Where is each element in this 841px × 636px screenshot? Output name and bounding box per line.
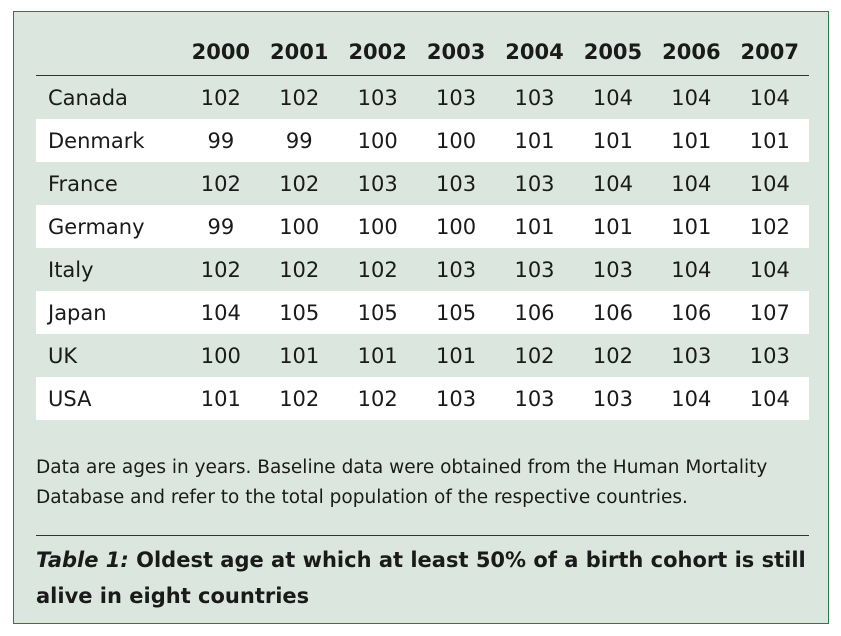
value-cell: 104 [671, 171, 712, 196]
caption-text: Oldest age at which at least 50% of a bi… [36, 548, 806, 608]
table-row: UK 100 101 101 101 102 102 103 103 [36, 334, 809, 377]
value-cell: 102 [279, 171, 320, 196]
value-cell: 106 [495, 291, 574, 334]
value-cell: 100 [260, 205, 339, 248]
value-cell: 101 [436, 343, 477, 368]
table-panel: 2000 2001 2002 2003 2004 2005 2006 2007 … [13, 11, 829, 624]
value-cell: 102 [338, 377, 417, 420]
value-cell: 102 [200, 257, 241, 282]
value-cell: 102 [279, 85, 320, 110]
value-cell: 102 [279, 257, 320, 282]
year-header: 2007 [730, 40, 809, 76]
value-cell: 101 [573, 119, 653, 162]
caption-label: Table 1: [36, 548, 129, 572]
value-cell: 100 [416, 119, 496, 162]
value-cell: 104 [730, 377, 809, 420]
year-header: 2000 [181, 40, 261, 76]
year-header: 2004 [495, 40, 574, 76]
value-cell: 101 [652, 119, 731, 162]
year-header: 2002 [338, 40, 417, 76]
table-row: Japan 104 105 105 105 106 106 106 107 [36, 291, 809, 334]
caption-divider [36, 535, 809, 536]
value-cell: 105 [260, 291, 339, 334]
value-cell: 103 [436, 171, 477, 196]
country-cell: Germany [36, 205, 182, 248]
corner-cell [36, 40, 182, 76]
value-cell: 104 [181, 291, 261, 334]
value-cell: 103 [436, 85, 477, 110]
value-cell: 104 [671, 257, 712, 282]
country-cell: France [48, 171, 118, 196]
table-row: Italy 102 102 102 103 103 103 104 104 [36, 248, 809, 291]
value-cell: 103 [592, 257, 633, 282]
country-cell: Japan [36, 291, 182, 334]
value-cell: 103 [514, 85, 555, 110]
year-header: 2006 [652, 40, 731, 76]
table-caption: Table 1: Oldest age at which at least 50… [36, 542, 816, 614]
value-cell: 103 [436, 257, 477, 282]
value-cell: 102 [200, 85, 241, 110]
value-cell: 103 [357, 171, 398, 196]
value-cell: 102 [592, 343, 633, 368]
value-cell: 100 [338, 205, 417, 248]
value-cell: 103 [573, 377, 653, 420]
value-cell: 105 [338, 291, 417, 334]
value-cell: 104 [671, 85, 712, 110]
year-header: 2001 [260, 40, 339, 76]
value-cell: 104 [749, 257, 790, 282]
value-cell: 103 [495, 377, 574, 420]
value-cell: 101 [181, 377, 261, 420]
value-cell: 103 [514, 257, 555, 282]
value-cell: 100 [200, 343, 241, 368]
year-header: 2005 [573, 40, 653, 76]
value-cell: 101 [652, 205, 731, 248]
value-cell: 104 [592, 85, 633, 110]
value-cell: 104 [749, 171, 790, 196]
value-cell: 104 [749, 85, 790, 110]
value-cell: 100 [338, 119, 417, 162]
value-cell: 104 [592, 171, 633, 196]
value-cell: 101 [730, 119, 809, 162]
value-cell: 102 [514, 343, 555, 368]
value-cell: 103 [749, 343, 790, 368]
table-row: USA 101 102 102 103 103 103 104 104 [36, 377, 809, 420]
country-cell: UK [48, 343, 78, 368]
value-cell: 102 [730, 205, 809, 248]
value-cell: 101 [279, 343, 320, 368]
year-header: 2003 [416, 40, 496, 76]
country-cell: USA [36, 377, 182, 420]
country-cell: Canada [48, 85, 128, 110]
value-cell: 99 [260, 119, 339, 162]
value-cell: 103 [416, 377, 496, 420]
table-row: France 102 102 103 103 103 104 104 104 [36, 162, 809, 205]
value-cell: 104 [652, 377, 731, 420]
value-cell: 103 [671, 343, 712, 368]
table-note: Data are ages in years. Baseline data we… [36, 457, 768, 508]
value-cell: 103 [514, 171, 555, 196]
country-cell: Italy [48, 257, 94, 282]
value-cell: 101 [495, 119, 574, 162]
table-row: Canada 102 102 103 103 103 104 104 104 [36, 76, 809, 120]
value-cell: 102 [260, 377, 339, 420]
value-cell: 99 [181, 205, 261, 248]
value-cell: 102 [200, 171, 241, 196]
value-cell: 101 [357, 343, 398, 368]
value-cell: 103 [357, 85, 398, 110]
table-row: Denmark 99 99 100 100 101 101 101 101 [36, 119, 809, 162]
country-cell: Denmark [36, 119, 182, 162]
value-cell: 101 [573, 205, 653, 248]
value-cell: 107 [730, 291, 809, 334]
value-cell: 106 [573, 291, 653, 334]
table-row: Germany 99 100 100 100 101 101 101 102 [36, 205, 809, 248]
data-table: 2000 2001 2002 2003 2004 2005 2006 2007 … [36, 40, 809, 420]
value-cell: 100 [416, 205, 496, 248]
header-row: 2000 2001 2002 2003 2004 2005 2006 2007 [36, 40, 809, 76]
value-cell: 99 [181, 119, 261, 162]
value-cell: 101 [495, 205, 574, 248]
value-cell: 102 [357, 257, 398, 282]
table-body: Canada 102 102 103 103 103 104 104 104 Denmark 99 9… [36, 76, 809, 420]
value-cell: 105 [416, 291, 496, 334]
value-cell: 106 [652, 291, 731, 334]
